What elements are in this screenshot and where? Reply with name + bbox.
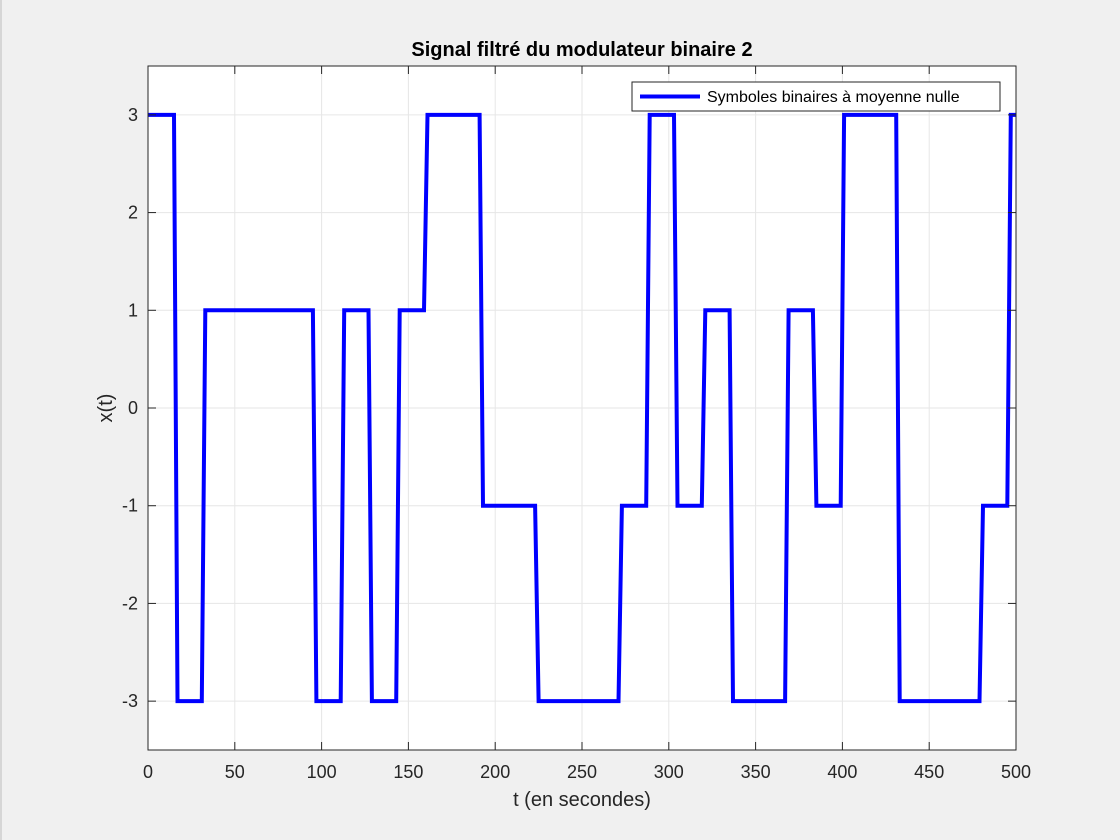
x-tick-label: 350	[741, 762, 771, 782]
x-tick-label: 0	[143, 762, 153, 782]
chart-title: Signal filtré du modulateur binaire 2	[411, 39, 752, 61]
x-tick-label: 150	[393, 762, 423, 782]
series-line	[148, 112, 1016, 704]
ticks: 0 50 100 150 200 250 300 350 400 450 500 -3 -2 -1 0 1 2 3	[122, 66, 1031, 782]
series-layer	[148, 112, 1016, 704]
x-tick-label: 200	[480, 762, 510, 782]
x-tick-label: 250	[567, 762, 597, 782]
x-axis-label: t (en secondes)	[513, 789, 651, 811]
y-tick-label: 2	[128, 203, 138, 223]
y-tick-label: 3	[128, 105, 138, 125]
y-tick-label: 1	[128, 300, 138, 320]
legend-label: Symboles binaires à moyenne nulle	[707, 89, 960, 106]
window-edge	[0, 0, 2, 840]
x-tick-label: 100	[307, 762, 337, 782]
x-tick-label: 500	[1001, 762, 1031, 782]
y-tick-label: -2	[122, 593, 138, 613]
x-tick-label: 450	[914, 762, 944, 782]
y-axis-label: x(t)	[95, 394, 117, 423]
legend: Symboles binaires à moyenne nulle	[631, 81, 1001, 112]
x-tick-label: 400	[827, 762, 857, 782]
x-tick-label: 300	[654, 762, 684, 782]
y-tick-label: -1	[122, 496, 138, 516]
y-tick-label: 0	[128, 398, 138, 418]
y-tick-label: -3	[122, 691, 138, 711]
x-tick-label: 50	[225, 762, 245, 782]
